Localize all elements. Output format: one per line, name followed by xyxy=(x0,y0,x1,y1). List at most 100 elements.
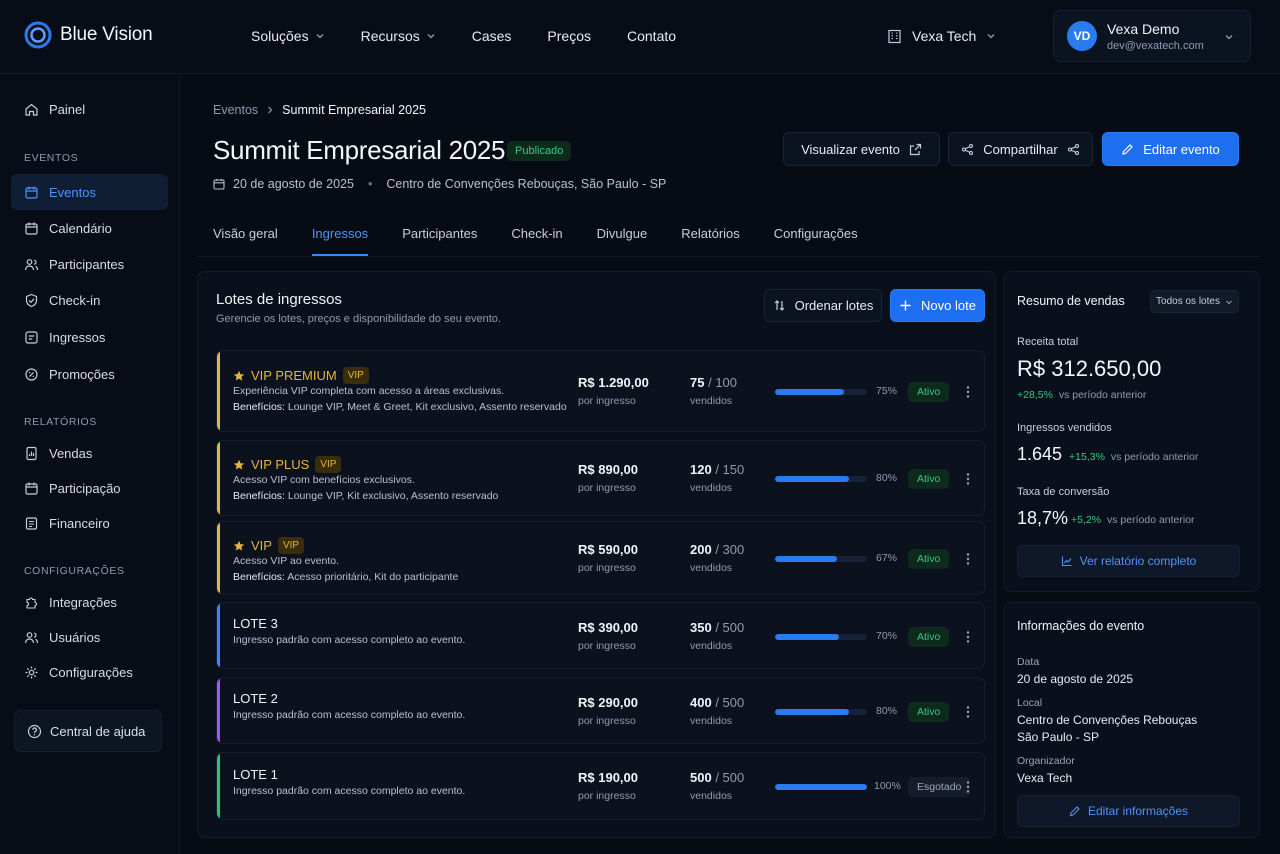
nav-precos[interactable]: Preços xyxy=(547,28,591,44)
sidebar-item-financeiro[interactable]: Financeiro xyxy=(11,505,168,541)
share-button[interactable]: Compartilhar xyxy=(948,132,1093,166)
sidebar-item-painel[interactable]: Painel xyxy=(11,91,168,127)
revenue-delta-value: +28,5% xyxy=(1017,389,1053,401)
lot-filter-select[interactable]: Todos os lotes xyxy=(1150,290,1239,313)
meta-separator-dot: • xyxy=(367,177,373,191)
chevron-down-icon xyxy=(316,34,324,39)
nav-contato[interactable]: Contato xyxy=(627,28,676,44)
vs-text: vs período anterior xyxy=(1110,451,1199,463)
sidebar-item-label: Usuários xyxy=(49,629,101,645)
sidebar-item-eventos[interactable]: Eventos xyxy=(11,174,168,210)
lot-sold-label: vendidos xyxy=(690,640,733,652)
vs-text: vs período anterior xyxy=(1058,389,1147,401)
lot-card[interactable]: VIP VIP Acesso VIP ao evento. Benefícios: A… xyxy=(216,521,985,595)
sidebar-item-integracoes[interactable]: Integrações xyxy=(11,584,168,620)
more-options-icon[interactable] xyxy=(962,780,974,794)
more-options-icon[interactable] xyxy=(962,472,974,486)
tickets-value: 1.645 xyxy=(1017,444,1063,464)
lot-sold-label: vendidos xyxy=(690,482,733,494)
view-event-label: Visualizar evento xyxy=(801,141,900,157)
lot-sold: 400 / 500 xyxy=(690,695,744,710)
building-icon xyxy=(888,29,901,43)
lot-name-text: VIP xyxy=(251,538,272,553)
event-location: Centro de Convenções Rebouças, São Paulo… xyxy=(386,177,667,191)
tab-divulgue[interactable]: Divulgue xyxy=(596,226,648,241)
pencil-icon xyxy=(1122,143,1134,155)
org-switcher[interactable]: Vexa Tech xyxy=(887,28,996,44)
more-options-icon[interactable] xyxy=(962,630,974,644)
lot-price-label: por ingresso xyxy=(578,715,636,727)
tab-relatorios[interactable]: Relatórios xyxy=(681,226,740,241)
lot-card[interactable]: VIP PREMIUM VIP Experiência VIP completa c… xyxy=(216,350,985,432)
lot-progress-percent: 75% xyxy=(876,385,898,397)
nav-recursos[interactable]: Recursos xyxy=(361,28,436,44)
sidebar-item-check-in[interactable]: Check-in xyxy=(11,282,168,318)
lot-price-label: por ingresso xyxy=(578,640,636,652)
lot-progress-bar xyxy=(775,476,867,482)
sidebar-item-participacao[interactable]: Participação xyxy=(11,470,168,506)
lot-sold-label: vendidos xyxy=(690,790,733,802)
breadcrumb-parent[interactable]: Eventos xyxy=(213,103,259,117)
info-place-label: Local xyxy=(1017,697,1043,709)
tab-participantes[interactable]: Participantes xyxy=(402,226,478,241)
lot-accent-bar xyxy=(217,441,220,515)
lot-progress-bar xyxy=(775,634,867,640)
summary-title: Resumo de vendas xyxy=(1017,294,1125,308)
lot-card[interactable]: LOTE 3 Ingresso padrão com acesso complet… xyxy=(216,602,985,669)
user-menu[interactable]: VD Vexa Demo dev@vexatech.com xyxy=(1053,10,1251,62)
help-icon xyxy=(27,724,42,738)
lot-status-badge: Ativo xyxy=(908,627,950,647)
sidebar-item-promocoes[interactable]: Promoções xyxy=(11,356,168,392)
lot-name-text: LOTE 1 xyxy=(233,767,278,782)
sidebar-item-vendas[interactable]: Vendas xyxy=(11,435,168,471)
lot-card[interactable]: LOTE 2 Ingresso padrão com acesso complet… xyxy=(216,677,985,744)
app-name: Blue Vision xyxy=(60,24,153,45)
sidebar-item-ingressos[interactable]: Ingressos xyxy=(11,319,168,355)
more-options-icon[interactable] xyxy=(962,385,974,399)
new-lot-button[interactable]: Novo lote xyxy=(890,289,985,322)
sort-icon xyxy=(774,300,785,311)
lot-progress-percent: 80% xyxy=(876,472,898,484)
share-icon xyxy=(1067,143,1079,155)
lot-progress-fill xyxy=(775,709,849,715)
view-event-button[interactable]: Visualizar evento xyxy=(783,132,940,166)
lot-progress-percent: 80% xyxy=(876,705,898,717)
conversion-delta-value: +5,2% xyxy=(1071,514,1102,526)
benefits-text: Acesso prioritário, Kit do participante xyxy=(287,571,459,583)
logo[interactable]: Blue Vision xyxy=(24,21,153,49)
lot-name-text: VIP PLUS xyxy=(251,457,310,472)
lot-name-text: LOTE 2 xyxy=(233,691,278,706)
benefits-label: Benefícios: xyxy=(233,571,285,583)
lot-card[interactable]: VIP PLUS VIP Acesso VIP com benefícios exc… xyxy=(216,440,985,516)
sort-lots-button[interactable]: Ordenar lotes xyxy=(764,289,882,322)
sidebar-item-usuarios[interactable]: Usuários xyxy=(11,619,168,655)
sidebar-item-label: Participação xyxy=(49,480,121,496)
vip-tag: VIP xyxy=(315,456,342,473)
lots-title: Lotes de ingressos xyxy=(216,291,342,308)
more-options-icon[interactable] xyxy=(962,552,974,566)
calendar-icon xyxy=(25,482,38,495)
lot-total: / 150 xyxy=(715,462,745,477)
tab-configuracoes[interactable]: Configurações xyxy=(773,226,858,241)
full-report-button[interactable]: Ver relatório completo xyxy=(1017,545,1240,577)
tag-icon xyxy=(25,367,38,381)
lot-accent-bar xyxy=(217,678,220,743)
more-options-icon[interactable] xyxy=(962,705,974,719)
chevron-down-icon xyxy=(427,34,435,39)
lot-progress-bar xyxy=(775,389,867,395)
tab-check-in[interactable]: Check-in xyxy=(511,226,563,241)
sidebar-item-calendario[interactable]: Calendário xyxy=(11,210,168,246)
tab-ingressos[interactable]: Ingressos xyxy=(311,226,369,256)
edit-event-button[interactable]: Editar evento xyxy=(1102,132,1239,166)
lot-sold-label: vendidos xyxy=(690,395,733,407)
sidebar-item-configuracoes[interactable]: Configurações xyxy=(11,654,168,690)
tab-visao-geral[interactable]: Visão geral xyxy=(213,226,278,241)
edit-info-button[interactable]: Editar informações xyxy=(1017,795,1240,827)
lot-description: Acesso VIP com benefícios exclusivos. xyxy=(233,474,415,486)
lot-card[interactable]: LOTE 1 Ingresso padrão com acesso complet… xyxy=(216,752,985,820)
nav-cases[interactable]: Cases xyxy=(472,28,512,44)
nav-solucoes[interactable]: Soluções xyxy=(251,28,325,44)
lot-price: R$ 890,00 xyxy=(578,462,638,477)
help-center-button[interactable]: Central de ajuda xyxy=(14,710,162,752)
sidebar-item-participantes[interactable]: Participantes xyxy=(11,246,168,282)
